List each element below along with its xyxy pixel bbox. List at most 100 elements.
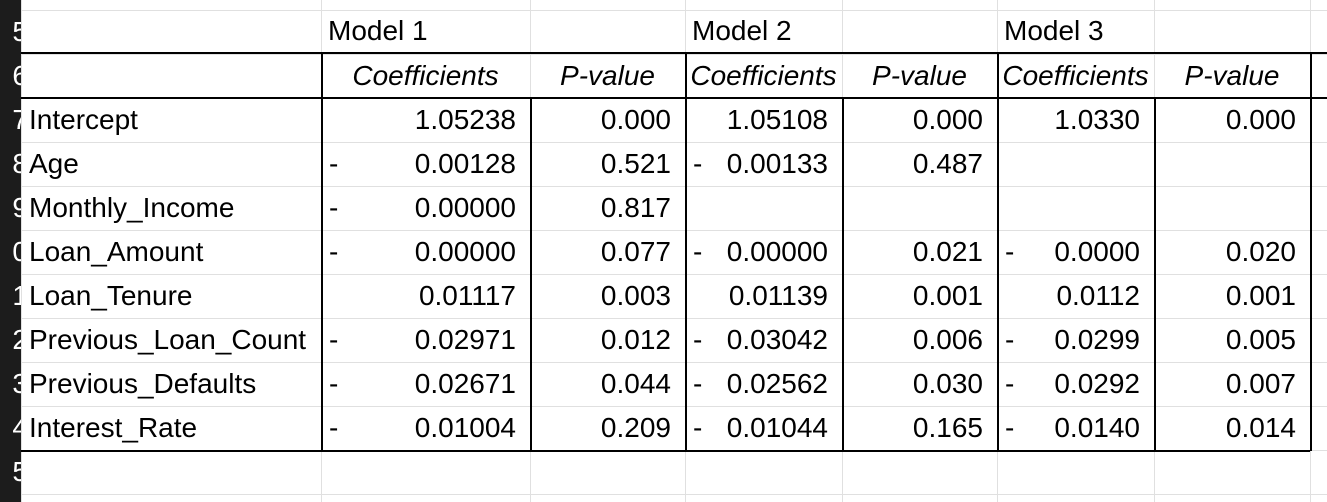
coefficient-cell[interactable]: 1.05238 <box>414 104 516 135</box>
row-number[interactable]: 8 <box>0 142 21 186</box>
p-value-cell[interactable]: 0.521 <box>600 148 671 179</box>
row-number-label: 9 <box>12 192 21 223</box>
coefficient-cell[interactable]: 0.01117 <box>418 280 516 311</box>
row-label[interactable]: Age <box>29 148 79 179</box>
coefficient-cell[interactable] <box>997 142 1140 186</box>
coefficient-cell[interactable]: 0.01139 <box>728 280 828 311</box>
coefficient-cell[interactable]: 0.02562 <box>726 368 828 399</box>
p-value-cell[interactable]: 0.077 <box>600 236 671 267</box>
p-value-cell[interactable] <box>842 186 983 230</box>
coefficient-cell[interactable]: 0.0140 <box>1054 412 1140 443</box>
coefficient-cell[interactable]: 0.02971 <box>414 324 516 355</box>
coefficient-cell[interactable]: 0.0000 <box>1054 236 1140 267</box>
coefficient-cell[interactable]: 0.0292 <box>1054 368 1140 399</box>
row-label[interactable]: Loan_Amount <box>29 236 204 267</box>
p-value-cell[interactable]: 0.000 <box>600 104 671 135</box>
gridline-horizontal <box>21 362 1327 363</box>
p-value-cell[interactable]: 0.165 <box>912 412 983 443</box>
column-header[interactable]: Coefficients <box>690 60 837 91</box>
row-label[interactable]: Previous_Loan_Count <box>29 324 307 355</box>
row-number[interactable]: 7 <box>0 98 21 142</box>
row-label[interactable]: Intercept <box>29 104 138 135</box>
gridline-horizontal <box>21 230 1327 231</box>
p-value-cell[interactable]: 0.001 <box>912 280 983 311</box>
border-horizontal <box>21 52 1327 54</box>
coefficient-cell[interactable] <box>685 186 828 230</box>
p-value-cell[interactable]: 0.012 <box>600 324 671 355</box>
coefficient-sign: - <box>693 368 703 399</box>
gridline-vertical <box>21 0 22 502</box>
coefficient-cell[interactable]: 0.00133 <box>726 148 828 179</box>
coefficient-cell[interactable]: 0.0112 <box>1056 280 1140 311</box>
column-header[interactable]: Coefficients <box>352 60 499 91</box>
coefficient-cell[interactable]: 0.01044 <box>726 412 828 443</box>
p-value-cell[interactable] <box>1154 186 1296 230</box>
coefficient-cell[interactable]: 0.0299 <box>1054 324 1140 355</box>
coefficient-cell[interactable]: 1.05108 <box>726 104 828 135</box>
p-value-cell[interactable] <box>1154 142 1296 186</box>
coefficient-sign: - <box>1005 236 1015 267</box>
border-horizontal <box>21 97 1327 99</box>
p-value-cell[interactable]: 0.001 <box>1225 280 1296 311</box>
border-vertical <box>685 97 687 451</box>
model-header[interactable]: Model 1 <box>328 15 428 46</box>
row-label[interactable]: Previous_Defaults <box>29 368 257 399</box>
p-value-cell[interactable]: 0.030 <box>912 368 983 399</box>
p-value-cell[interactable]: 0.000 <box>1225 104 1296 135</box>
row-number-label: 0 <box>12 236 21 267</box>
coefficient-cell[interactable]: 0.03042 <box>726 324 828 355</box>
coefficient-sign: - <box>329 324 339 355</box>
row-number-label: 7 <box>12 104 21 135</box>
row-number[interactable]: 5 <box>0 10 21 54</box>
coefficient-cell[interactable]: 1.0330 <box>1054 104 1140 135</box>
row-label[interactable]: Loan_Tenure <box>29 280 193 311</box>
coefficient-sign: - <box>693 236 703 267</box>
row-number[interactable]: 3 <box>0 362 21 406</box>
border-vertical <box>842 97 844 451</box>
border-vertical <box>1154 97 1156 451</box>
p-value-cell[interactable]: 0.021 <box>912 236 983 267</box>
coefficient-cell[interactable]: 0.00128 <box>414 148 516 179</box>
gridline-horizontal <box>21 406 1327 407</box>
row-number[interactable]: 1 <box>0 274 21 318</box>
coefficient-cell[interactable]: 0.00000 <box>726 236 828 267</box>
row-number[interactable]: 2 <box>0 318 21 362</box>
coefficient-cell[interactable]: 0.00000 <box>414 192 516 223</box>
coefficient-cell[interactable]: 0.00000 <box>414 236 516 267</box>
coefficient-sign: - <box>1005 368 1015 399</box>
model-header[interactable]: Model 3 <box>1004 15 1104 46</box>
row-number-column: 5 6 7 8 9 0 1 2 3 4 5 <box>0 0 21 502</box>
coefficient-sign: - <box>329 148 339 179</box>
row-number[interactable]: 5 <box>0 450 21 494</box>
p-value-cell[interactable]: 0.003 <box>600 280 671 311</box>
p-value-cell[interactable]: 0.007 <box>1225 368 1296 399</box>
p-value-cell[interactable]: 0.487 <box>912 148 983 179</box>
coefficient-cell[interactable]: 0.01004 <box>414 412 516 443</box>
model-header[interactable]: Model 2 <box>692 15 792 46</box>
gridline-horizontal <box>21 318 1327 319</box>
p-value-cell[interactable]: 0.044 <box>600 368 671 399</box>
gridline-horizontal <box>21 274 1327 275</box>
coefficient-sign: - <box>693 324 703 355</box>
p-value-cell[interactable]: 0.006 <box>912 324 983 355</box>
p-value-cell[interactable]: 0.209 <box>600 412 671 443</box>
p-value-cell[interactable]: 0.817 <box>600 192 671 223</box>
row-label[interactable]: Interest_Rate <box>29 412 198 443</box>
row-number[interactable]: 6 <box>0 54 21 98</box>
column-header[interactable]: P-value <box>1184 60 1280 91</box>
coefficient-cell[interactable]: 0.02671 <box>414 368 516 399</box>
p-value-cell[interactable]: 0.014 <box>1225 412 1296 443</box>
column-header[interactable]: P-value <box>560 60 655 91</box>
coefficient-cell[interactable] <box>997 186 1140 230</box>
p-value-cell[interactable]: 0.000 <box>912 104 983 135</box>
row-number[interactable]: 9 <box>0 186 21 230</box>
p-value-cell[interactable]: 0.005 <box>1225 324 1296 355</box>
row-number-label: 5 <box>12 16 21 47</box>
row-number[interactable]: 4 <box>0 406 21 450</box>
row-number[interactable]: 0 <box>0 230 21 274</box>
row-label[interactable]: Monthly_Income <box>29 192 235 223</box>
p-value-cell[interactable]: 0.020 <box>1225 236 1296 267</box>
column-header[interactable]: Coefficients <box>1002 60 1149 91</box>
column-header[interactable]: P-value <box>872 60 967 91</box>
